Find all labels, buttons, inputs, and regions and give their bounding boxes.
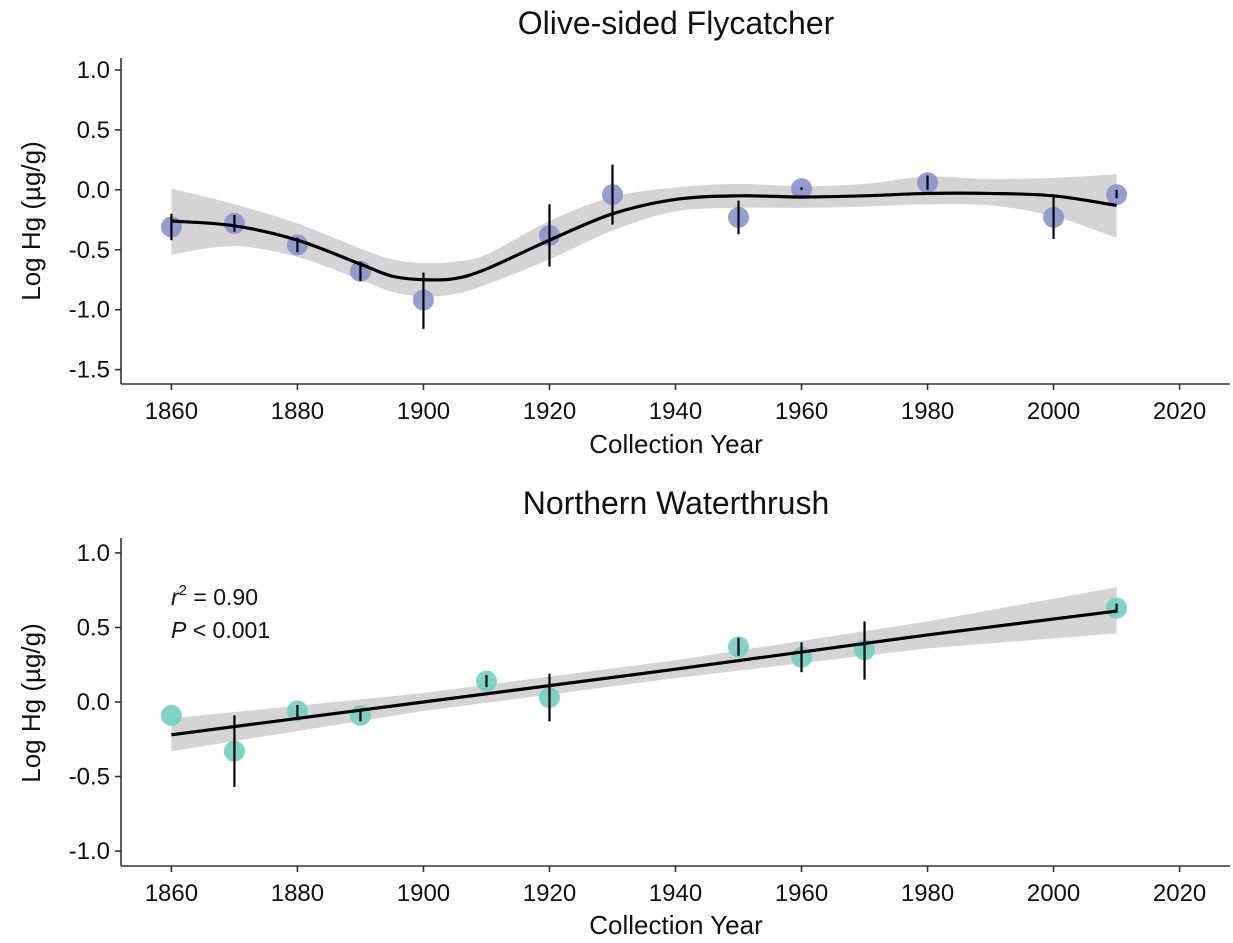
- x-tick-label: 1980: [901, 880, 954, 907]
- x-tick-label: 1880: [271, 880, 324, 907]
- confidence-band-area: [171, 587, 1117, 752]
- y-tick-label: -0.5: [69, 764, 110, 791]
- panel-olive-sided-flycatcher: Olive-sided Flycatcher Log Hg (µg/g) Col…: [16, 5, 1230, 459]
- y-axis-label: Log Hg (µg/g): [16, 141, 46, 301]
- y-axis-label: Log Hg (µg/g): [16, 623, 46, 783]
- trend-line-path: [171, 609, 1117, 737]
- y-tick-label: 1.0: [77, 540, 110, 567]
- y-tick-label: -1.0: [69, 838, 110, 865]
- x-tick-label: 2020: [1153, 398, 1206, 425]
- trend-line: [171, 609, 1117, 737]
- p-value-annotation: P < 0.001: [171, 617, 270, 643]
- x-tick-label: 1960: [775, 880, 828, 907]
- y-tick-label: 1.0: [77, 57, 110, 84]
- panel-northern-waterthrush: Northern Waterthrush Log Hg (µg/g) Colle…: [16, 485, 1230, 940]
- x-tick-label: 1920: [523, 398, 576, 425]
- confidence-band: [171, 174, 1117, 297]
- y-tick-label: 0.0: [77, 177, 110, 204]
- y-tick-label: -0.5: [69, 237, 110, 264]
- confidence-band: [171, 587, 1117, 752]
- x-tick-label: 2020: [1153, 880, 1206, 907]
- x-tick-label: 1900: [397, 398, 450, 425]
- axes: 1.0 0.5 0.0 -0.5 -1.0 -1.5 1860 1880 1900 1920 194…: [69, 57, 1230, 425]
- x-tick-label: 1880: [271, 398, 324, 425]
- x-tick-label: 2000: [1027, 880, 1080, 907]
- x-tick-label: 2000: [1027, 398, 1080, 425]
- x-tick-label: 1860: [145, 398, 198, 425]
- x-tick-label: 1940: [649, 880, 702, 907]
- trend-line: [171, 191, 1117, 282]
- x-tick-label: 1940: [649, 398, 702, 425]
- x-tick-label: 1960: [775, 398, 828, 425]
- x-axis-label: Collection Year: [589, 429, 763, 459]
- axes: 1.0 0.5 0.0 -0.5 -1.0 1860 1880 1900 1920 1940 196…: [69, 538, 1230, 907]
- y-tick-label: 0.5: [77, 117, 110, 144]
- y-tick-label: 0.0: [77, 689, 110, 716]
- y-tick-label: 0.5: [77, 614, 110, 641]
- x-tick-label: 1860: [145, 880, 198, 907]
- trend-line-path: [171, 191, 1117, 282]
- x-tick-label: 1980: [901, 398, 954, 425]
- chart-title: Olive-sided Flycatcher: [518, 5, 835, 41]
- chart-title: Northern Waterthrush: [523, 485, 829, 521]
- r-squared-annotation: r2 = 0.90: [171, 582, 258, 610]
- x-tick-label: 1920: [523, 880, 576, 907]
- annotations: r2 = 0.90 P < 0.001: [171, 582, 270, 643]
- x-axis-label: Collection Year: [589, 910, 763, 940]
- data-point: [160, 704, 182, 726]
- confidence-band-area: [171, 174, 1117, 297]
- y-tick-label: -1.5: [69, 357, 110, 384]
- x-tick-label: 1900: [397, 880, 450, 907]
- y-tick-label: -1.0: [69, 297, 110, 324]
